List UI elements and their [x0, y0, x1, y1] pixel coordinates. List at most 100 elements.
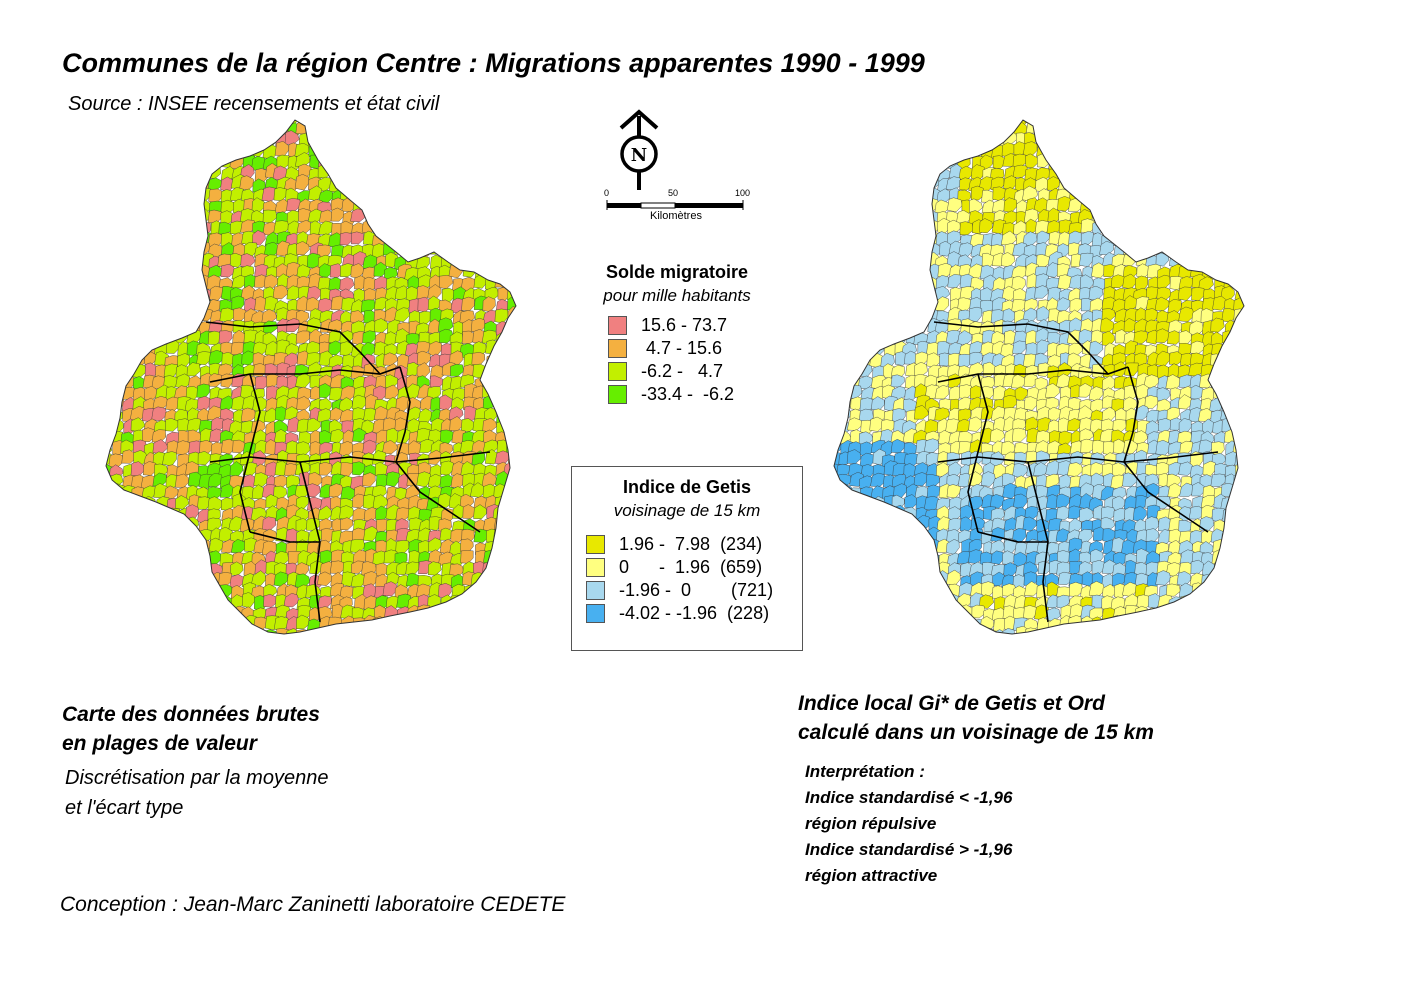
- commune-cell: [438, 219, 452, 235]
- commune-cell: [1078, 120, 1093, 126]
- commune-cell: [163, 219, 179, 235]
- caption-line: Indice local Gi* de Getis et Ord: [798, 692, 1105, 715]
- commune-cell: [484, 188, 500, 204]
- commune-cell: [1124, 615, 1140, 631]
- commune-cell: [385, 176, 401, 191]
- scale-tick: 0: [604, 188, 610, 198]
- commune-cell: [1221, 120, 1235, 124]
- commune-cell: [1034, 638, 1049, 647]
- commune-cell: [274, 120, 289, 125]
- commune-cell: [862, 285, 877, 302]
- commune-cell: [925, 570, 940, 586]
- commune-cell: [177, 626, 191, 634]
- commune-cell: [1257, 519, 1260, 533]
- commune-cell: [395, 163, 411, 180]
- commune-cell: [1212, 189, 1229, 204]
- commune-cell: [1235, 141, 1244, 158]
- commune-cell: [526, 267, 530, 282]
- commune-cell: [1224, 626, 1241, 634]
- commune-cell: [441, 153, 456, 169]
- commune-cell: [119, 495, 135, 511]
- commune-cell: [1212, 618, 1228, 632]
- commune-cell: [175, 221, 190, 238]
- commune-cell: [834, 210, 840, 225]
- commune-cell: [1220, 540, 1236, 555]
- commune-cell: [484, 252, 499, 267]
- commune-cell: [483, 197, 499, 213]
- commune-cell: [406, 123, 420, 139]
- commune-cell: [872, 582, 887, 596]
- commune-cell: [394, 154, 408, 171]
- commune-cell: [338, 120, 355, 126]
- commune-cell: [1257, 583, 1260, 597]
- commune-cell: [872, 178, 886, 193]
- commune-cell: [164, 529, 180, 544]
- commune-cell: [464, 594, 479, 610]
- commune-cell: [176, 241, 191, 258]
- commune-cell: [134, 166, 149, 181]
- commune-cell: [106, 373, 114, 388]
- commune-cell: [363, 120, 378, 135]
- commune-cell: [1257, 541, 1260, 556]
- commune-cell: [1178, 164, 1193, 180]
- commune-cell: [517, 188, 529, 201]
- commune-cell: [163, 210, 178, 225]
- commune-cell: [1024, 505, 1039, 520]
- commune-cell: [428, 218, 444, 234]
- commune-cell: [1199, 617, 1216, 632]
- commune-cell: [916, 551, 932, 568]
- legend-swatch: [586, 581, 605, 600]
- commune-cell: [306, 517, 321, 531]
- commune-cell: [198, 572, 212, 587]
- commune-cell: [848, 231, 863, 246]
- commune-cell: [110, 332, 125, 347]
- commune-cell: [1100, 197, 1117, 212]
- commune-cell: [482, 418, 498, 432]
- commune-cell: [473, 615, 488, 630]
- commune-cell: [935, 628, 951, 634]
- commune-cell: [1067, 462, 1084, 477]
- commune-cell: [849, 186, 864, 203]
- commune-cell: [993, 639, 1006, 648]
- commune-cell: [384, 197, 400, 213]
- commune-cell: [1232, 516, 1244, 531]
- commune-cell: [837, 319, 852, 334]
- commune-cell: [860, 154, 876, 168]
- commune-cell: [141, 188, 157, 204]
- commune-cell: [859, 530, 873, 546]
- commune-cell: [1089, 340, 1104, 355]
- commune-cell: [862, 243, 875, 259]
- commune-cell: [1234, 374, 1244, 389]
- commune-cell: [850, 630, 865, 634]
- commune-cell: [1177, 232, 1192, 247]
- commune-cell: [526, 573, 530, 585]
- commune-cell: [903, 597, 919, 611]
- commune-cell: [198, 629, 214, 634]
- commune-cell: [106, 552, 114, 567]
- commune-cell: [453, 230, 468, 245]
- commune-cell: [1000, 628, 1016, 634]
- commune-cell: [439, 186, 454, 200]
- commune-cell: [834, 395, 840, 410]
- legend-item: 0 - 1.96 (659): [572, 556, 802, 579]
- commune-cell: [1187, 207, 1204, 223]
- commune-cell: [385, 142, 401, 158]
- commune-cell: [834, 176, 840, 193]
- commune-cell: [1177, 286, 1193, 301]
- commune-cell: [144, 593, 159, 608]
- commune-cell: [1245, 200, 1259, 215]
- commune-cell: [1254, 375, 1260, 389]
- commune-cell: [482, 243, 497, 258]
- commune-cell: [1257, 496, 1260, 509]
- commune-cell: [364, 154, 379, 169]
- commune-cell: [187, 274, 202, 290]
- commune-cell: [508, 428, 516, 444]
- commune-cell: [902, 627, 919, 634]
- commune-cell: [220, 135, 237, 149]
- commune-cell: [883, 641, 896, 647]
- commune-cell: [273, 187, 288, 202]
- commune-cell: [1080, 134, 1097, 150]
- commune-cell: [363, 639, 376, 647]
- commune-cell: [1090, 639, 1104, 648]
- commune-cell: [108, 386, 124, 402]
